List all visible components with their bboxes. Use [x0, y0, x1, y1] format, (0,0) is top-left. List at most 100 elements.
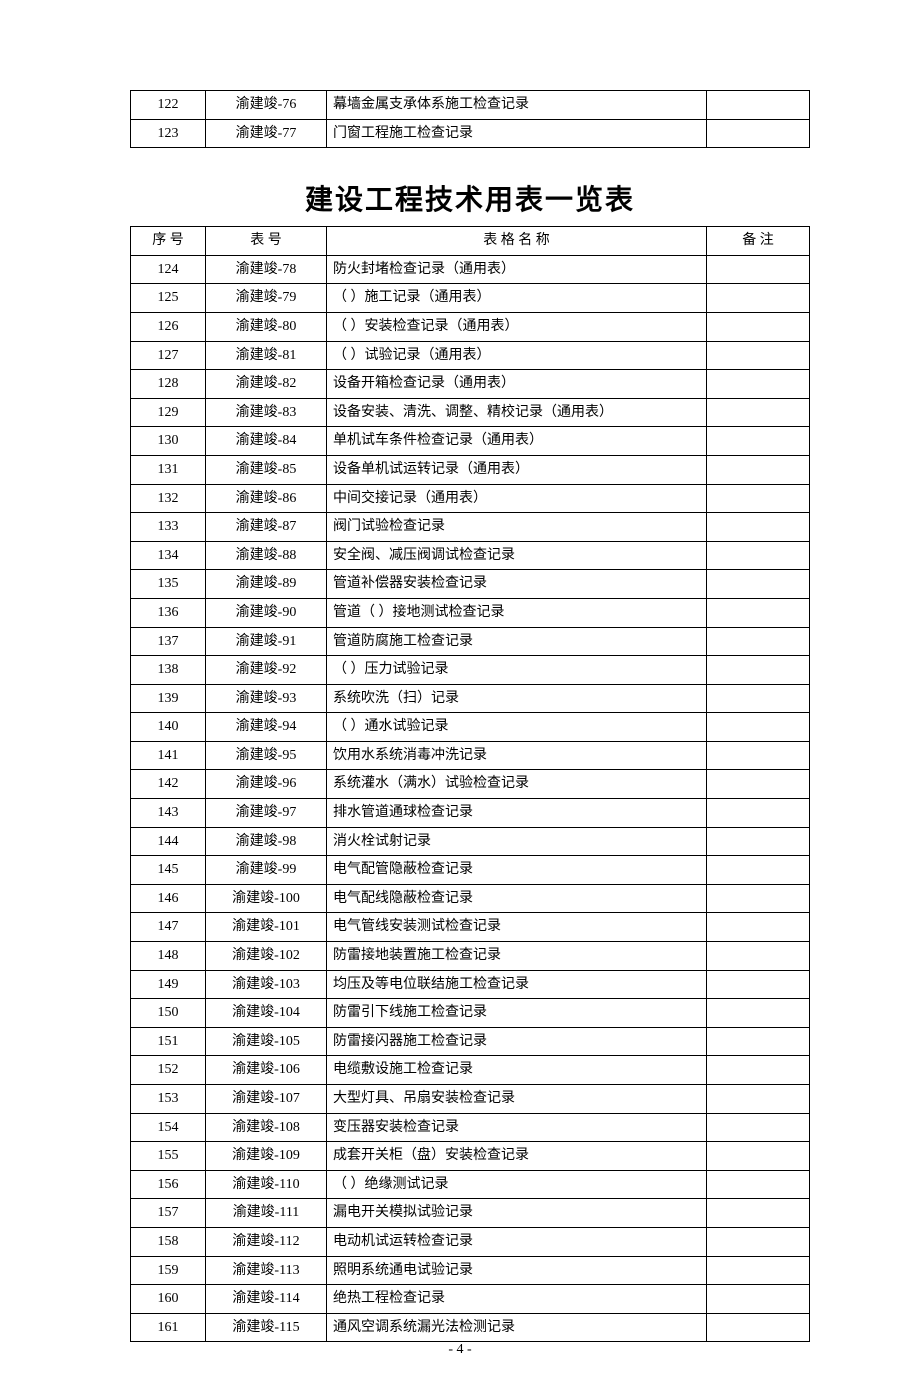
cell-code: 渝建竣-81: [206, 341, 327, 370]
cell-note: [707, 999, 810, 1028]
cell-note: [707, 1085, 810, 1114]
cell-code: 渝建竣-104: [206, 999, 327, 1028]
cell-name: （ ）绝缘测试记录: [327, 1170, 707, 1199]
table-row: 152渝建竣-106电缆敷设施工检查记录: [131, 1056, 810, 1085]
cell-note: [707, 970, 810, 999]
cell-note: [707, 1285, 810, 1314]
cell-note: [707, 1142, 810, 1171]
cell-code: 渝建竣-101: [206, 913, 327, 942]
cell-name: 均压及等电位联结施工检查记录: [327, 970, 707, 999]
cell-name: （ ）安装检查记录（通用表）: [327, 312, 707, 341]
cell-name: 饮用水系统消毒冲洗记录: [327, 741, 707, 770]
cell-code: 渝建竣-76: [206, 91, 327, 120]
cell-seq: 127: [131, 341, 206, 370]
cell-name: 系统吹洗（扫）记录: [327, 684, 707, 713]
main-table-body: 124渝建竣-78防火封堵检查记录（通用表）125渝建竣-79（ ）施工记录（通…: [131, 255, 810, 1342]
cell-seq: 131: [131, 455, 206, 484]
cell-name: 设备开箱检查记录（通用表）: [327, 370, 707, 399]
table-row: 138渝建竣-92（ ）压力试验记录: [131, 656, 810, 685]
cell-seq: 155: [131, 1142, 206, 1171]
cell-seq: 156: [131, 1170, 206, 1199]
cell-seq: 138: [131, 656, 206, 685]
cell-code: 渝建竣-109: [206, 1142, 327, 1171]
table-row: 157渝建竣-111漏电开关模拟试验记录: [131, 1199, 810, 1228]
table-row: 145渝建竣-99电气配管隐蔽检查记录: [131, 856, 810, 885]
table-row: 135渝建竣-89管道补偿器安装检查记录: [131, 570, 810, 599]
cell-code: 渝建竣-107: [206, 1085, 327, 1114]
table-row: 128渝建竣-82设备开箱检查记录（通用表）: [131, 370, 810, 399]
cell-note: [707, 1056, 810, 1085]
cell-code: 渝建竣-78: [206, 255, 327, 284]
cell-note: [707, 1113, 810, 1142]
cell-seq: 129: [131, 398, 206, 427]
cell-note: [707, 484, 810, 513]
cell-name: 通风空调系统漏光法检测记录: [327, 1313, 707, 1342]
cell-note: [707, 942, 810, 971]
cell-note: [707, 427, 810, 456]
table-row: 148渝建竣-102防雷接地装置施工检查记录: [131, 942, 810, 971]
cell-note: [707, 1256, 810, 1285]
table-row: 155渝建竣-109成套开关柜（盘）安装检查记录: [131, 1142, 810, 1171]
cell-seq: 150: [131, 999, 206, 1028]
cell-note: [707, 684, 810, 713]
cell-code: 渝建竣-102: [206, 942, 327, 971]
cell-name: 阀门试验检查记录: [327, 513, 707, 542]
document-title: 建设工程技术用表一览表: [130, 178, 810, 218]
cell-code: 渝建竣-114: [206, 1285, 327, 1314]
cell-name: （ ）压力试验记录: [327, 656, 707, 685]
cell-code: 渝建竣-113: [206, 1256, 327, 1285]
table-row: 133渝建竣-87阀门试验检查记录: [131, 513, 810, 542]
cell-seq: 154: [131, 1113, 206, 1142]
cell-name: 绝热工程检查记录: [327, 1285, 707, 1314]
cell-note: [707, 1313, 810, 1342]
cell-name: 幕墙金属支承体系施工检查记录: [327, 91, 707, 120]
cell-note: [707, 713, 810, 742]
cell-code: 渝建竣-77: [206, 119, 327, 148]
table-row: 160渝建竣-114绝热工程检查记录: [131, 1285, 810, 1314]
cell-note: [707, 1227, 810, 1256]
cell-code: 渝建竣-93: [206, 684, 327, 713]
cell-name: 防雷引下线施工检查记录: [327, 999, 707, 1028]
cell-seq: 148: [131, 942, 206, 971]
cell-seq: 137: [131, 627, 206, 656]
cell-note: [707, 799, 810, 828]
cell-name: 电气配管隐蔽检查记录: [327, 856, 707, 885]
cell-code: 渝建竣-92: [206, 656, 327, 685]
cell-code: 渝建竣-79: [206, 284, 327, 313]
cell-code: 渝建竣-90: [206, 598, 327, 627]
cell-name: 管道（ ）接地测试检查记录: [327, 598, 707, 627]
cell-name: 门窗工程施工检查记录: [327, 119, 707, 148]
cell-name: 电气配线隐蔽检查记录: [327, 884, 707, 913]
cell-name: 消火栓试射记录: [327, 827, 707, 856]
cell-seq: 123: [131, 119, 206, 148]
cell-code: 渝建竣-112: [206, 1227, 327, 1256]
cell-name: 管道补偿器安装检查记录: [327, 570, 707, 599]
table-row: 122渝建竣-76幕墙金属支承体系施工检查记录: [131, 91, 810, 120]
header-seq: 序 号: [131, 227, 206, 256]
table-row: 141渝建竣-95饮用水系统消毒冲洗记录: [131, 741, 810, 770]
cell-seq: 139: [131, 684, 206, 713]
cell-seq: 132: [131, 484, 206, 513]
table-row: 126渝建竣-80（ ）安装检查记录（通用表）: [131, 312, 810, 341]
main-table: 序 号 表 号 表 格 名 称 备 注 124渝建竣-78防火封堵检查记录（通用…: [130, 226, 810, 1342]
cell-name: 电动机试运转检查记录: [327, 1227, 707, 1256]
cell-name: 变压器安装检查记录: [327, 1113, 707, 1142]
table-row: 125渝建竣-79（ ）施工记录（通用表）: [131, 284, 810, 313]
cell-code: 渝建竣-98: [206, 827, 327, 856]
cell-name: 防雷接闪器施工检查记录: [327, 1027, 707, 1056]
cell-seq: 147: [131, 913, 206, 942]
cell-note: [707, 119, 810, 148]
table-row: 146渝建竣-100电气配线隐蔽检查记录: [131, 884, 810, 913]
cell-note: [707, 255, 810, 284]
cell-note: [707, 913, 810, 942]
cell-note: [707, 284, 810, 313]
cell-seq: 161: [131, 1313, 206, 1342]
table-row: 123渝建竣-77门窗工程施工检查记录: [131, 119, 810, 148]
cell-name: 设备安装、清洗、调整、精校记录（通用表）: [327, 398, 707, 427]
cell-code: 渝建竣-106: [206, 1056, 327, 1085]
cell-note: [707, 741, 810, 770]
table-row: 159渝建竣-113照明系统通电试验记录: [131, 1256, 810, 1285]
cell-note: [707, 856, 810, 885]
page-number: - 4 -: [0, 1342, 920, 1358]
cell-code: 渝建竣-83: [206, 398, 327, 427]
